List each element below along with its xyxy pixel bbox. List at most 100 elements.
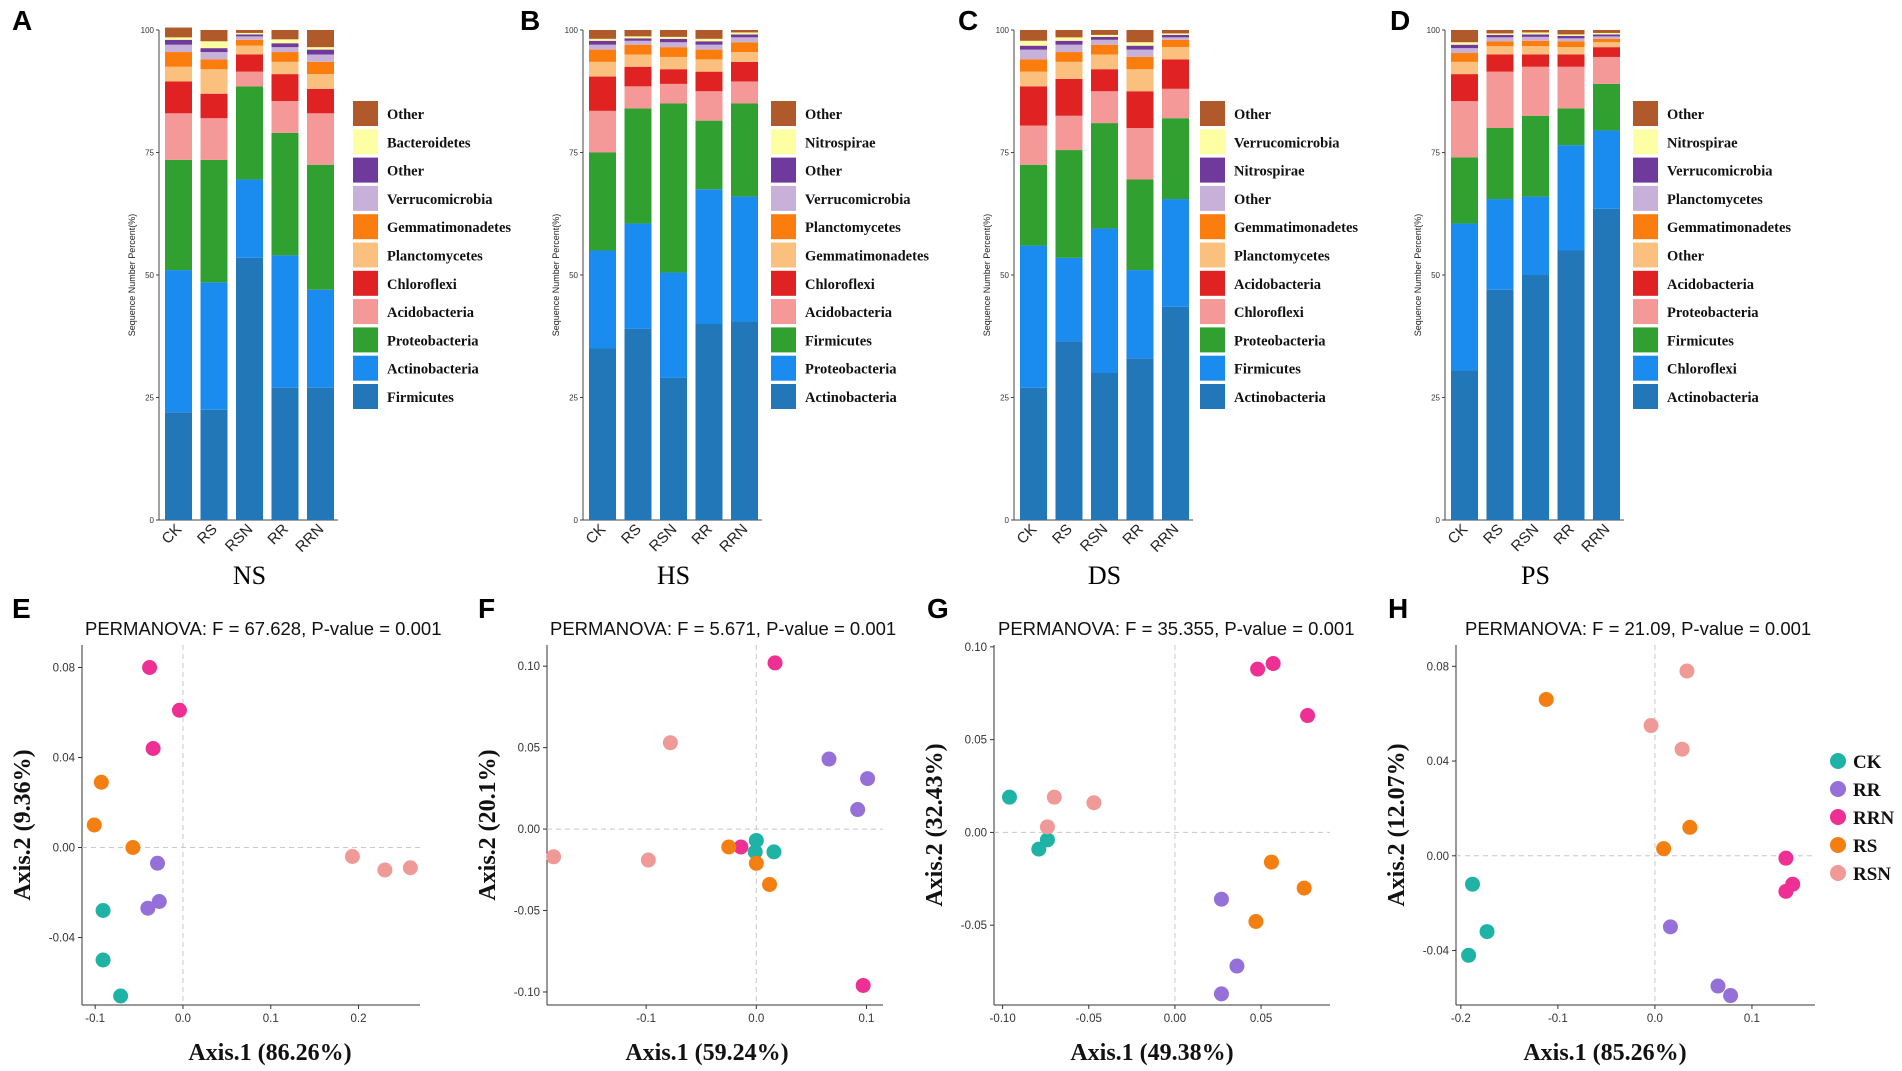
x-tick-label: 0.1 [1744,1013,1760,1025]
bar-segment-nitrospirae [1522,32,1549,35]
bar-segment-acidobacteria [731,81,758,104]
bar-segment-verrucomicrobia [236,36,263,40]
bar-segment-other [1557,47,1585,55]
panel-label: D [1390,5,1410,36]
bar-segment-other [307,49,334,55]
legend-dot [1830,753,1846,769]
bar-segment-verrucomicrobia [1055,37,1083,41]
y-tick-label: 0.00 [965,827,987,839]
legend-label: Planctomycetes [1667,192,1763,208]
bar-segment-verrucomicrobia [271,47,299,53]
point-rr [1710,978,1726,994]
legend-swatch [1633,214,1658,240]
bar-segment-firmicutes [1091,228,1118,373]
legend-swatch [353,299,378,325]
bar-segment-planctomycetes [1020,71,1047,87]
point-rr [1213,891,1229,907]
bar-segment-verrucomicrobia [1451,44,1478,49]
y-tick-label: 0.10 [518,661,540,673]
y-tick-label: 0.04 [1427,756,1450,768]
point-rsn [662,735,678,751]
legend-label: Chloroflexi [387,277,457,293]
bar-segment-nitrospirae [589,38,616,41]
bar-segment-acidobacteria [165,113,192,160]
legend-swatch [771,384,796,409]
legend-swatch [1633,355,1658,381]
legend-swatch [1633,129,1658,155]
x-category-label: RSN [646,521,680,555]
bar-segment-gemmatimonadetes [1522,40,1549,47]
bar-segment-actinobacteria [1126,358,1154,520]
bar-segment-other [165,39,192,45]
bar-segment-chloroflexi [1557,145,1585,251]
bar-segment-actinobacteria [695,324,723,520]
bar-segment-bacteroidetes [165,37,192,40]
bar-segment-verrucomicrobia [1557,35,1585,39]
legend-label: Firmicutes [1234,362,1301,378]
bar-segment-nitrospirae [1486,33,1514,35]
bar-segment-chloroflexi [1055,115,1083,151]
bar-panel-D: D 0 25 50 75 100 Sequence Number Percent(%) CK R… [1390,5,1791,590]
bar-segment-other [271,30,299,40]
legend-label: Acidobacteria [1234,277,1322,293]
legend-label: Actinobacteria [805,390,898,406]
y-tick-label: -0.04 [49,933,76,945]
point-rsn [1674,741,1690,757]
legend-dot [1830,781,1846,797]
y-tick-label: 0.04 [53,753,76,765]
bar-segment-planctomycetes [200,69,228,94]
bar-segment-other [1486,46,1514,55]
bar-segment-bacteroidetes [307,47,334,50]
bar-segment-planctomycetes [1486,37,1514,42]
bar-segment-firmicutes [271,387,299,520]
point-ck [113,988,129,1004]
bar-segment-verrucomicrobia [200,52,228,60]
legend-swatch [1633,157,1658,183]
x-tick-label: -0.1 [636,1013,656,1025]
legend-label: Gemmatimonadetes [1234,220,1358,236]
bar-segment-acidobacteria [695,91,723,121]
bar-segment-actinobacteria [271,255,299,388]
bar-segment-other [236,34,263,37]
bar-segment-other [1593,42,1620,48]
panel-label: A [12,5,32,36]
bar-segment-chloroflexi [1593,130,1620,209]
y-tick-label: 75 [145,149,154,158]
point-rsn [546,849,562,865]
x-category-label: RSN [1508,521,1542,555]
panel-title: PS [1521,561,1550,590]
bar-segment-other [1126,49,1154,57]
bar-segment-other [1020,30,1047,41]
legend-label: Proteobacteria [1234,333,1326,349]
point-rsn [402,860,418,876]
bar-segment-chloroflexi [1126,128,1154,180]
bar-segment-other [165,27,192,38]
x-category-label: RR [1550,521,1577,548]
bar-segment-acidobacteria [1557,54,1585,67]
legend-label: Proteobacteria [1667,305,1759,321]
legend-label: Acidobacteria [1667,277,1755,293]
x-category-label: RS [1480,521,1507,548]
point-rsn [1643,718,1659,734]
bar-segment-acidobacteria [1486,54,1514,72]
x-category-label: RR [1119,521,1146,548]
bar-segment-verrucomicrobia [589,44,616,50]
y-tick-label: 0.00 [1427,851,1449,863]
bar-segment-actinobacteria [1055,341,1083,520]
legend-label: Nitrospirae [1234,164,1305,180]
bar-segment-gemmatimonadetes [1162,39,1189,48]
y-tick-label: 0 [150,516,155,525]
bar-segment-gemmatimonadetes [165,52,192,67]
x-tick-label: 0.1 [858,1013,874,1025]
bar-segment-planctomycetes [1451,48,1478,54]
point-rrn [142,660,158,675]
legend-swatch [771,355,796,381]
legend-dot [1830,809,1846,825]
bar-segment-other [624,30,652,37]
bar-segment-verrucomicrobia [1126,42,1154,46]
legend-label: Nitrospirae [1667,135,1738,151]
legend-label: Bacteroidetes [387,135,471,151]
y-tick-label: 25 [1431,394,1440,403]
point-ck [1461,947,1477,963]
legend-swatch [1633,101,1658,126]
